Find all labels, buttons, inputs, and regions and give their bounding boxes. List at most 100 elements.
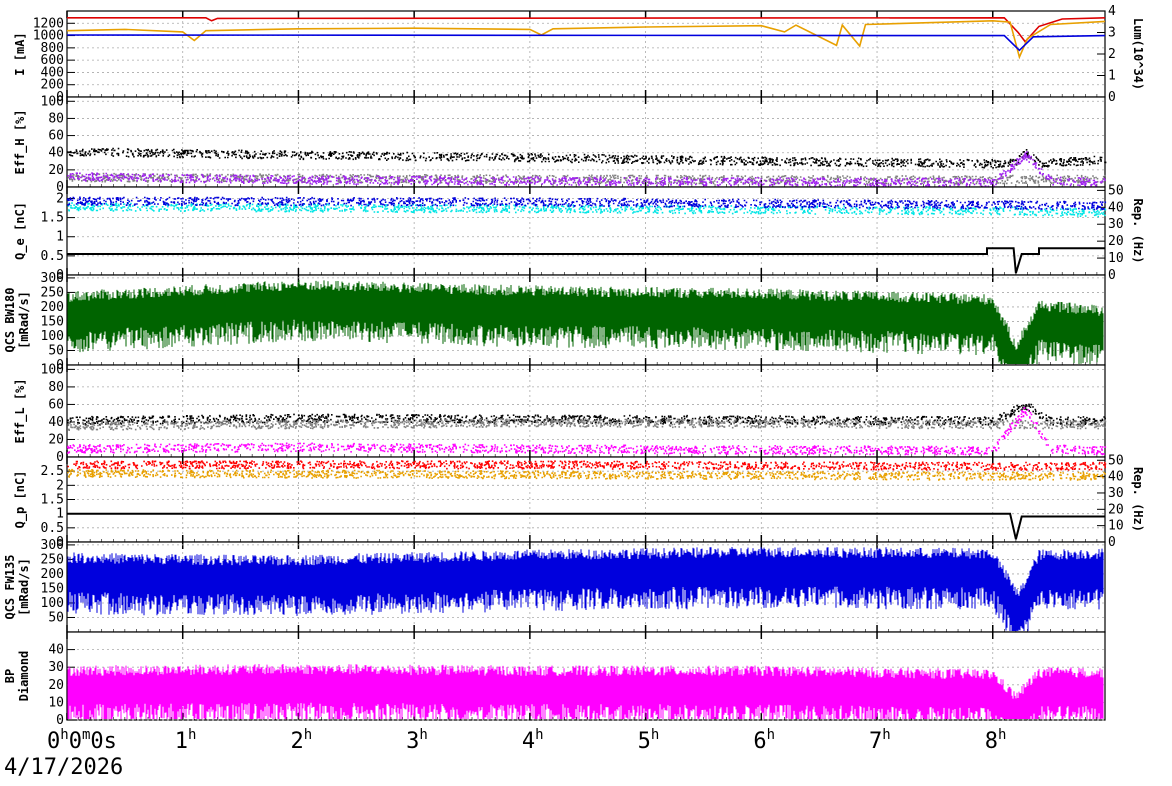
y-tick-label: 40 (48, 415, 64, 430)
y-tick-label: 2.5 (41, 464, 64, 479)
y-axis-label: QCS BW180 (3, 287, 17, 352)
x-tick-label: 4h (522, 727, 544, 754)
series-line (66, 19, 1106, 60)
y-axis-label: [mRad/s] (17, 558, 31, 616)
y-axis-label: BP (3, 669, 17, 683)
y-tick-label: 200 (41, 567, 64, 582)
panel-frame (66, 96, 1106, 188)
x-tick-label: 1h (175, 727, 197, 754)
series-dots (67, 460, 1107, 471)
y-tick-label: 200 (41, 78, 64, 93)
y-tick-label: 300 (41, 538, 64, 553)
y2-tick-label: 50 (1108, 453, 1124, 468)
y-tick-label: 0 (56, 180, 64, 195)
y-tick-label: 100 (41, 329, 64, 344)
y-axis-label: Eff_H [%] (13, 109, 28, 174)
y2-tick-label: 20 (1108, 234, 1124, 249)
y-tick-label: 150 (41, 581, 64, 596)
x-tick-label: 0h0m0s (47, 727, 117, 754)
y-tick-label: 1 (56, 230, 64, 245)
y-tick-label: 300 (41, 271, 64, 286)
y-tick-label: 50 (48, 610, 64, 625)
y2-tick-label: 40 (1108, 200, 1124, 215)
y-tick-label: 800 (41, 41, 64, 56)
x-tick-label: 7h (869, 727, 891, 754)
y-tick-label: 20 (48, 163, 64, 178)
y2-tick-label: 10 (1108, 519, 1124, 534)
y-tick-label: 200 (41, 300, 64, 315)
series-line (67, 512, 1105, 540)
y-tick-label: 0 (56, 535, 64, 550)
series-band (67, 664, 1104, 719)
y2-tick-label: 10 (1108, 251, 1124, 266)
y2-tick-label: 30 (1108, 486, 1124, 501)
series-band (67, 547, 1104, 631)
y-axis-label: Diamond (17, 651, 31, 702)
x-tick-label: 5h (638, 727, 660, 754)
y2-tick-label: 0 (1108, 535, 1116, 550)
y-axis-label: Q_e [nC] (13, 202, 28, 260)
y2-tick-label: 3 (1108, 26, 1116, 41)
y-tick-label: 1 (56, 507, 64, 522)
y-axis-label: [mRad/s] (17, 291, 31, 349)
y-tick-label: 20 (48, 678, 64, 693)
panel-frame (66, 186, 1106, 276)
x-tick-label: 6h (753, 727, 775, 754)
y-tick-label: 100 (41, 94, 64, 109)
y-tick-label: 50 (48, 343, 64, 358)
y-tick-label: 0 (56, 450, 64, 465)
y-tick-label: 250 (41, 552, 64, 567)
y-tick-label: 100 (41, 362, 64, 377)
series-line (66, 34, 1106, 52)
y2-tick-label: 40 (1108, 470, 1124, 485)
y-tick-label: 0 (56, 268, 64, 283)
y-tick-label: 10 (48, 695, 64, 710)
y-tick-label: 150 (41, 314, 64, 329)
y-tick-label: 2 (56, 478, 64, 493)
series-band (67, 280, 1104, 364)
y-axis-label: QCS FW135 (3, 554, 17, 619)
date-label: 4/17/2026 (4, 755, 124, 780)
y2-tick-label: 50 (1108, 183, 1124, 198)
series-dots (67, 147, 1107, 169)
y2-tick-label: 0 (1108, 268, 1116, 283)
y-axis-label: Q_p [nC] (13, 471, 28, 529)
series-dots (67, 468, 1106, 481)
y-tick-label: 80 (48, 380, 64, 395)
y-tick-label: 30 (48, 660, 64, 675)
y-tick-label: 100 (41, 596, 64, 611)
y-tick-label: 0.5 (41, 249, 64, 264)
y2-tick-label: 30 (1108, 217, 1124, 232)
y2-tick-label: 20 (1108, 502, 1124, 517)
y2-tick-label: 0 (1108, 90, 1116, 105)
y-tick-label: 80 (48, 111, 64, 126)
panel-frame (66, 10, 1106, 98)
y-tick-label: 40 (48, 146, 64, 161)
y-tick-label: 1200 (33, 16, 64, 31)
y2-axis-label: Rep. (Hz) (1131, 198, 1145, 263)
y2-tick-label: 2 (1108, 47, 1116, 62)
x-tick-label: 3h (406, 727, 428, 754)
y-tick-label: 0.5 (41, 521, 64, 536)
y-tick-label: 1000 (33, 29, 64, 44)
x-tick-label: 2h (290, 727, 312, 754)
y-tick-label: 250 (41, 285, 64, 300)
series-dots (67, 417, 1107, 431)
y-tick-label: 40 (48, 643, 64, 658)
y-tick-label: 60 (48, 129, 64, 144)
y-tick-label: 600 (41, 53, 64, 68)
y2-tick-label: 4 (1108, 4, 1116, 19)
y-axis-label: I [mA] (13, 32, 27, 75)
y-tick-label: 1.5 (41, 493, 64, 508)
y2-axis-label: Lum(10^34) (1131, 18, 1145, 90)
y-tick-label: 60 (48, 397, 64, 412)
series-line (67, 247, 1105, 274)
y-tick-label: 400 (41, 65, 64, 80)
panel-frame (66, 364, 1106, 458)
y-tick-label: 0 (56, 713, 64, 728)
y2-axis-label: Rep. (Hz) (1131, 467, 1145, 532)
y-tick-label: 0 (56, 358, 64, 373)
y-axis-label: Eff_L [%] (13, 378, 28, 443)
x-tick-label: 8h (985, 727, 1007, 754)
